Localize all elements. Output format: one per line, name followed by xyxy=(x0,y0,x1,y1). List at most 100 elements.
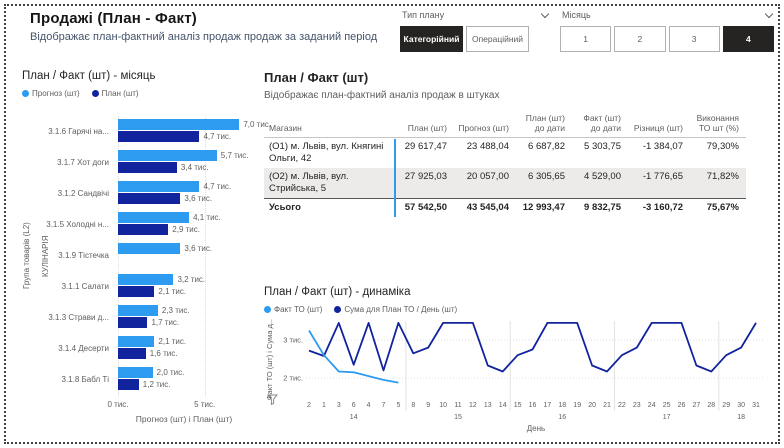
fact-line[interactable] xyxy=(308,330,399,384)
bar-category-row: 3.1.8 Бабл Ті 2,0 тис. 1,2 тис. xyxy=(22,364,260,395)
legend-label: Сума для План ТО / День (шт) xyxy=(344,305,458,314)
plan-bar[interactable] xyxy=(118,317,148,328)
month-button-2[interactable]: 2 xyxy=(614,26,666,52)
day-tick-label: 20 xyxy=(588,402,596,409)
plan-per-day-line[interactable] xyxy=(308,322,757,373)
bar-value-label: 1,6 тис. xyxy=(149,349,178,358)
plan-bar[interactable] xyxy=(118,131,200,142)
table-cell: 6 305,65 xyxy=(528,171,565,183)
day-tick-label: 10 xyxy=(439,402,447,409)
prognoz-bar[interactable] xyxy=(118,243,181,254)
table-cell: 23 488,04 xyxy=(466,141,509,153)
table-total-row: Усього 57 542,50 43 545,04 12 993,47 9 832,7… xyxy=(264,197,746,220)
bar-value-label: 4,1 тис. xyxy=(193,213,221,222)
day-tick-label: 23 xyxy=(633,402,641,409)
bar-gridline xyxy=(204,116,206,397)
day-tick-label: 13 xyxy=(484,402,492,409)
table-row[interactable]: (О1) м. Львів, вул. Княгині Ольги, 42 29 … xyxy=(264,138,746,168)
bar-group: 2,3 тис. 1,7 тис. xyxy=(118,302,260,333)
line-y-tick: 3 тис. xyxy=(283,336,303,345)
bar-group: 5,7 тис. 3,4 тис. xyxy=(118,147,260,178)
table-accent-line xyxy=(394,139,396,217)
prognoz-bar[interactable] xyxy=(118,336,155,347)
plan-bar[interactable] xyxy=(118,193,181,204)
prognoz-bar[interactable] xyxy=(118,150,217,161)
bar-x-axis: 0 тис. 5 тис. xyxy=(22,400,260,411)
table-subtitle: Відображає план-фактний аналіз продаж в … xyxy=(264,90,500,101)
table-cell: (О1) м. Львів, вул. Княгині Ольги, 42 xyxy=(269,141,384,165)
bar-value-label: 4,7 тис. xyxy=(203,182,232,191)
bar-category-label: 3.1.6 Гарячі на... xyxy=(48,127,109,136)
day-tick-label: 19 xyxy=(573,402,581,409)
bar-x-axis-title: Прогноз (шт) і План (шт) xyxy=(135,414,233,424)
day-tick-label: 26 xyxy=(678,402,686,409)
bar-group: 7,0 тис. 4,7 тис. xyxy=(118,116,271,147)
bar-value-label: 2,1 тис. xyxy=(158,287,187,296)
bar-value-label: 2,1 тис. xyxy=(158,337,187,346)
bar-gridline xyxy=(118,116,119,397)
prognoz-bar[interactable] xyxy=(118,212,190,223)
day-tick-label: 1 xyxy=(322,402,326,409)
bar-group: 3,6 тис. xyxy=(118,240,260,271)
table-title: План / Факт (шт) xyxy=(264,70,369,85)
chevron-down-icon[interactable] xyxy=(540,9,550,18)
day-tick-label: 17 xyxy=(544,402,552,409)
prognoz-bar[interactable] xyxy=(118,367,153,378)
chevron-down-icon[interactable] xyxy=(764,9,774,18)
bar-group: 2,1 тис. 1,6 тис. xyxy=(118,333,260,364)
day-tick-label: 21 xyxy=(603,402,611,409)
plan-type-button-Операційний[interactable]: Операційний xyxy=(466,26,529,52)
bar-category-label: 3.1.3 Страви д... xyxy=(48,313,109,322)
day-tick-label: 31 xyxy=(752,402,760,409)
plan-bar[interactable] xyxy=(118,224,169,235)
plan-type-button-Категорійний[interactable]: Категорійний xyxy=(400,26,463,52)
table-row[interactable]: (О2) м. Львів, вул. Стрийська, 5 27 925,0… xyxy=(264,168,746,198)
bar-value-label: 3,2 тис. xyxy=(177,275,206,284)
week-group-label: 16 xyxy=(558,414,566,421)
prognoz-bar[interactable] xyxy=(118,181,200,192)
day-tick-label: 4 xyxy=(367,402,371,409)
bar-value-label: 5,7 тис. xyxy=(220,151,249,160)
table-header-row: Магазин План (шт) Прогноз (шт) План (шт) до… xyxy=(264,110,746,139)
table-header-cell[interactable]: Магазин xyxy=(269,123,302,134)
bar-group: 2,0 тис. 1,2 тис. xyxy=(118,364,260,395)
plan-bar[interactable] xyxy=(118,379,139,390)
month-button-4[interactable]: 4 xyxy=(722,26,774,52)
prognoz-bar[interactable] xyxy=(118,274,174,285)
bar-category-row: 3.1.2 Сандвічі 4,7 тис. 3,6 тис. xyxy=(22,178,260,209)
month-button-1[interactable]: 1 xyxy=(560,26,612,52)
plan-bar[interactable] xyxy=(118,348,146,359)
table-header-cell: Факт (шт) до дати xyxy=(583,113,621,134)
prognoz-bar[interactable] xyxy=(118,119,240,130)
page-title: Продажі (План - Факт) xyxy=(30,10,197,27)
day-tick-label: 12 xyxy=(469,402,477,409)
month-button-3[interactable]: 3 xyxy=(668,26,720,52)
day-tick-label: 16 xyxy=(529,402,537,409)
bar-value-label: 7,0 тис. xyxy=(243,120,272,129)
filter-funnel-icon[interactable] xyxy=(267,394,278,405)
week-group-label: 14 xyxy=(350,414,358,421)
table-header-cell: Прогноз (шт) xyxy=(458,123,509,134)
plan-bar[interactable] xyxy=(118,286,155,297)
table-header-cell: План (шт) xyxy=(407,123,447,134)
day-tick-label: 29 xyxy=(722,402,730,409)
line-chart-legend: Факт ТО (шт) Сума для План ТО / День (шт… xyxy=(264,305,778,314)
legend-item-plan: План (шт) xyxy=(91,89,139,98)
table-cell: 6 687,82 xyxy=(528,141,565,153)
line-chart-visual: План / Факт (шт) - динаміка Факт ТО (шт)… xyxy=(264,286,778,444)
bar-x-tick: 0 тис. xyxy=(107,400,129,409)
prognoz-bar[interactable] xyxy=(118,305,158,316)
day-tick-label: 15 xyxy=(514,402,522,409)
table-total-cell: Усього xyxy=(269,201,301,213)
bar-category-label: 3.1.7 Хот доги xyxy=(57,158,109,167)
table-cell: -1 384,07 xyxy=(642,141,683,153)
plan-type-slicer: Тип плану Категорійний Операційний xyxy=(400,9,550,52)
day-tick-label: 30 xyxy=(737,402,745,409)
table-header-cell: План (шт) до дати xyxy=(525,113,565,134)
day-tick-label: 28 xyxy=(707,402,715,409)
plan-fact-table: Магазин План (шт) Прогноз (шт) План (шт) до… xyxy=(264,110,746,220)
plan-bar[interactable] xyxy=(118,162,177,173)
day-tick-label: 7 xyxy=(382,402,386,409)
bar-category-label: 3.1.9 Тістечка xyxy=(58,251,109,260)
table-total-cell: 75,67% xyxy=(706,201,739,213)
